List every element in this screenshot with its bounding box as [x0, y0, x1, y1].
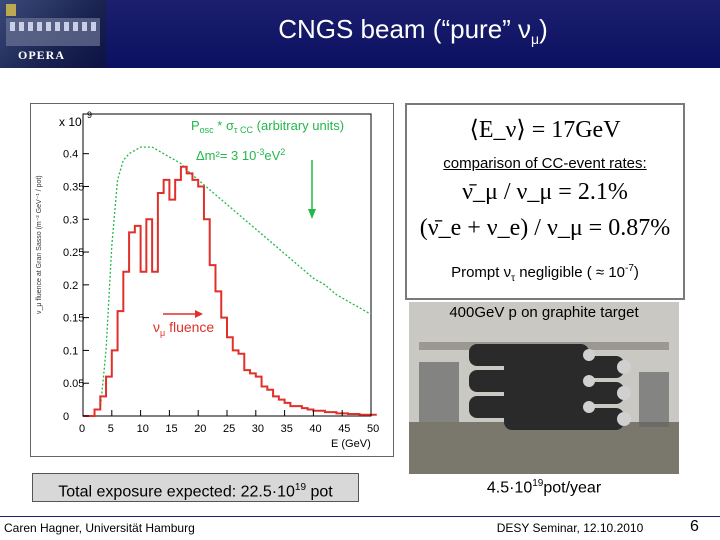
y-tick-label: 0.3: [63, 214, 78, 226]
scale-exponent: 9: [87, 110, 92, 120]
footer-author: Caren Hagner, Universität Hamburg: [4, 521, 195, 535]
title-sub: μ: [531, 31, 540, 48]
y-tick-label: 0.35: [63, 181, 84, 193]
footer-event: DESY Seminar, 12.10.2010: [496, 521, 644, 535]
x-axis-label: E (GeV): [331, 438, 371, 450]
header-bar: OPERA CNGS beam (“pure” νμ): [0, 0, 720, 68]
x-tick-label: 45: [338, 423, 350, 435]
y-tick-label: 0.1: [63, 345, 78, 357]
ratio-equation-1: ν̄_μ / ν_μ = 2.1%: [462, 179, 628, 205]
x-tick-label: 50: [367, 423, 379, 435]
x-tick-label: 0: [79, 423, 85, 435]
exposure-box: Total exposure expected: 22.5·1019 pot: [32, 473, 359, 502]
x-tick-label: 15: [165, 423, 177, 435]
comparison-label: comparison of CC-event rates:: [443, 155, 647, 172]
title-end: ): [539, 14, 548, 44]
fluence-chart-svg: 0.4 0.35 0.3 0.25 0.2 0.15 0.1 0.05 00 5 10 15 20 25 3…: [36, 110, 379, 450]
x-tick-label: 5: [108, 423, 114, 435]
x-tick-label: 40: [309, 423, 321, 435]
scale-label: x 10: [59, 115, 82, 129]
green-arrowhead: [308, 209, 316, 219]
y-tick-label: 0: [63, 411, 69, 423]
y-tick-label: 0.4: [63, 149, 78, 161]
y-tick-label: 0.15: [63, 313, 84, 325]
title-main: CNGS beam (“pure” ν: [278, 14, 532, 44]
rate-label: 4.5·1019pot/year: [486, 478, 602, 497]
y-tick-label: 0.2: [63, 280, 78, 292]
y-tick-label: 0.05: [63, 378, 84, 390]
page-number: 6: [690, 518, 699, 535]
y-tick-label: 0.25: [63, 247, 84, 259]
footer-divider: [0, 516, 720, 517]
building-icon: [6, 4, 100, 46]
y-axis-label: ν_μ fluence at Gran Sasso (m⁻² GeV⁻¹ / p…: [36, 175, 43, 314]
ratio-equation-2: (ν̄_e + ν_e) / ν_μ = 0.87%: [419, 215, 671, 241]
x-tick-label: 35: [281, 423, 293, 435]
legend-red: νμ fluence: [153, 319, 214, 338]
prompt-note: Prompt ντ negligible ( ≈ 10-7): [451, 263, 639, 284]
comparison-box: ⟨E_ν⟩ = 17GeV comparison of CC-event rat…: [405, 103, 685, 300]
photo-caption: 400GeV p on graphite target: [449, 304, 639, 321]
target-photo: 400GeV p on graphite target: [409, 302, 679, 474]
red-arrowhead: [195, 310, 203, 318]
fluence-plot: 0.4 0.35 0.3 0.25 0.2 0.15 0.1 0.05 0 0 5 10 15 20 25 3…: [30, 103, 394, 457]
legend-green-line1: Posc * στ CC (arbitrary units): [191, 118, 344, 135]
x-tick-label: 10: [137, 423, 149, 435]
opera-logo: OPERA: [0, 0, 106, 68]
graphite-target-image: [409, 302, 679, 474]
logo-text: OPERA: [18, 48, 65, 62]
page-title: CNGS beam (“pure” νμ): [106, 14, 720, 47]
mean-energy-equation: ⟨E_ν⟩ = 17GeV: [469, 117, 621, 143]
legend-green-line2: Δm²= 3 10-3eV2: [196, 147, 285, 163]
x-tick-label: 25: [223, 423, 235, 435]
series-green-oscillation: [99, 146, 372, 410]
x-tick-label: 30: [252, 423, 264, 435]
x-tick-label: 20: [194, 423, 206, 435]
